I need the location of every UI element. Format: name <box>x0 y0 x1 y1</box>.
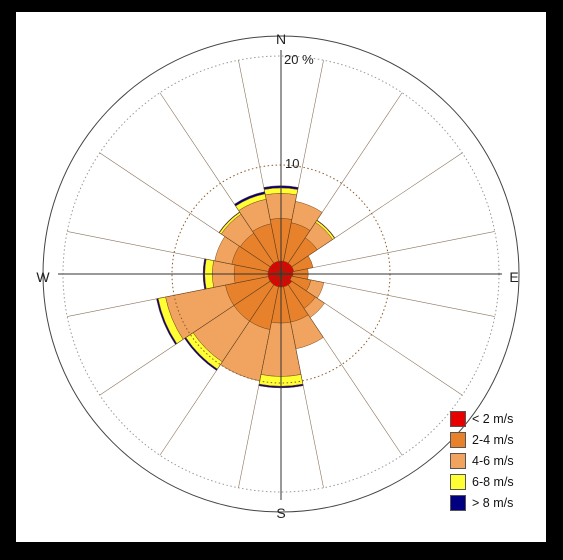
legend-label: 6-8 m/s <box>472 474 514 489</box>
legend-swatch <box>450 410 466 427</box>
radial-spoke <box>280 273 324 488</box>
radial-spoke <box>280 231 495 275</box>
direction-label-e: E <box>509 269 518 285</box>
legend-item: 4-6 m/s <box>450 450 542 471</box>
legend-item: 2-4 m/s <box>450 429 542 450</box>
legend: < 2 m/s 2-4 m/s 4-6 m/s 6-8 m/s > 8 m/s <box>450 408 542 513</box>
legend-swatch <box>450 494 466 511</box>
wind-rose-chart: N E S W 10 20 % <box>36 31 520 521</box>
direction-label-s: S <box>276 505 285 521</box>
legend-item: 6-8 m/s <box>450 471 542 492</box>
radial-spoke <box>99 273 282 396</box>
petal-layer <box>156 185 336 389</box>
radial-spoke <box>99 152 282 275</box>
legend-label: 4-6 m/s <box>472 453 514 468</box>
radial-spoke <box>280 60 324 275</box>
radial-spoke <box>159 273 282 456</box>
legend-item: > 8 m/s <box>450 492 542 513</box>
legend-label: 2-4 m/s <box>472 432 514 447</box>
radial-tick-label-20: 20 % <box>284 52 314 67</box>
direction-label-n: N <box>276 31 286 47</box>
radial-tick-label-10: 10 <box>285 156 299 171</box>
overlay-layer <box>58 50 502 500</box>
legend-swatch <box>450 452 466 469</box>
radial-spoke <box>67 231 282 275</box>
radial-spoke <box>280 273 403 456</box>
label-layer: N E S W 10 20 % <box>36 31 518 521</box>
legend-label: < 2 m/s <box>472 411 514 426</box>
legend-swatch <box>450 473 466 490</box>
legend-swatch <box>450 431 466 448</box>
direction-label-w: W <box>36 269 50 285</box>
outer-circle <box>42 35 520 513</box>
legend-item: < 2 m/s <box>450 408 542 429</box>
radial-spoke <box>238 60 282 275</box>
legend-label: > 8 m/s <box>472 495 514 510</box>
chart-panel: N E S W 10 20 % < 2 m/s 2-4 m/s 4-6 m/s <box>16 12 546 542</box>
